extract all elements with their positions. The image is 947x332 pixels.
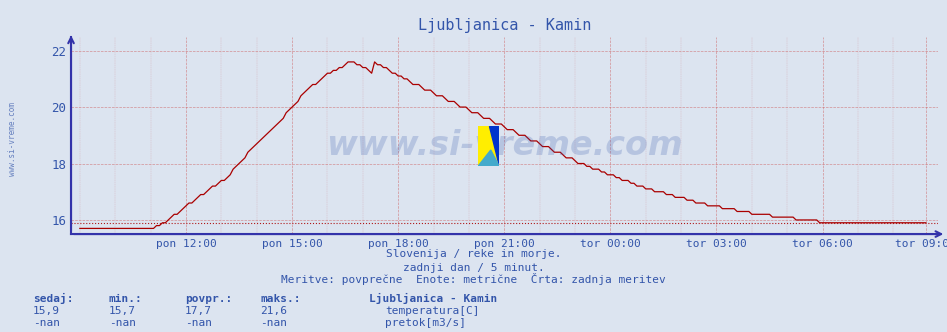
Text: -nan: -nan [109,318,136,328]
Text: www.si-vreme.com: www.si-vreme.com [8,103,17,176]
Text: temperatura[C]: temperatura[C] [385,306,480,316]
Text: Slovenija / reke in morje.: Slovenija / reke in morje. [385,249,562,259]
Text: 15,9: 15,9 [33,306,61,316]
Text: 17,7: 17,7 [185,306,212,316]
Text: -nan: -nan [185,318,212,328]
Text: pretok[m3/s]: pretok[m3/s] [385,318,467,328]
Text: 21,6: 21,6 [260,306,288,316]
Text: maks.:: maks.: [260,294,301,304]
Text: zadnji dan / 5 minut.: zadnji dan / 5 minut. [402,263,545,273]
Polygon shape [489,126,499,166]
Text: sedaj:: sedaj: [33,293,74,304]
Text: 15,7: 15,7 [109,306,136,316]
Text: min.:: min.: [109,294,143,304]
Text: povpr.:: povpr.: [185,294,232,304]
Text: Ljubljanica - Kamin: Ljubljanica - Kamin [369,293,497,304]
Text: www.si-vreme.com: www.si-vreme.com [326,129,683,162]
Polygon shape [478,126,499,166]
Title: Ljubljanica - Kamin: Ljubljanica - Kamin [418,18,591,33]
Text: -nan: -nan [260,318,288,328]
Text: -nan: -nan [33,318,61,328]
Polygon shape [478,150,499,166]
Text: Meritve: povprečne  Enote: metrične  Črta: zadnja meritev: Meritve: povprečne Enote: metrične Črta:… [281,273,666,285]
